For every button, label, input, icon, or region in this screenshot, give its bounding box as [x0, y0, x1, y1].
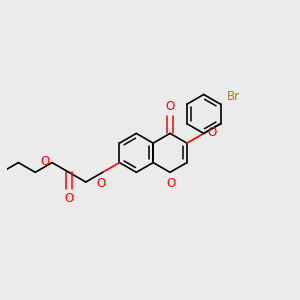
- Text: O: O: [64, 192, 74, 205]
- Text: O: O: [207, 126, 216, 139]
- Text: O: O: [167, 177, 176, 190]
- Text: Br: Br: [226, 90, 240, 104]
- Text: O: O: [97, 177, 106, 190]
- Text: O: O: [165, 100, 175, 113]
- Text: O: O: [40, 155, 49, 168]
